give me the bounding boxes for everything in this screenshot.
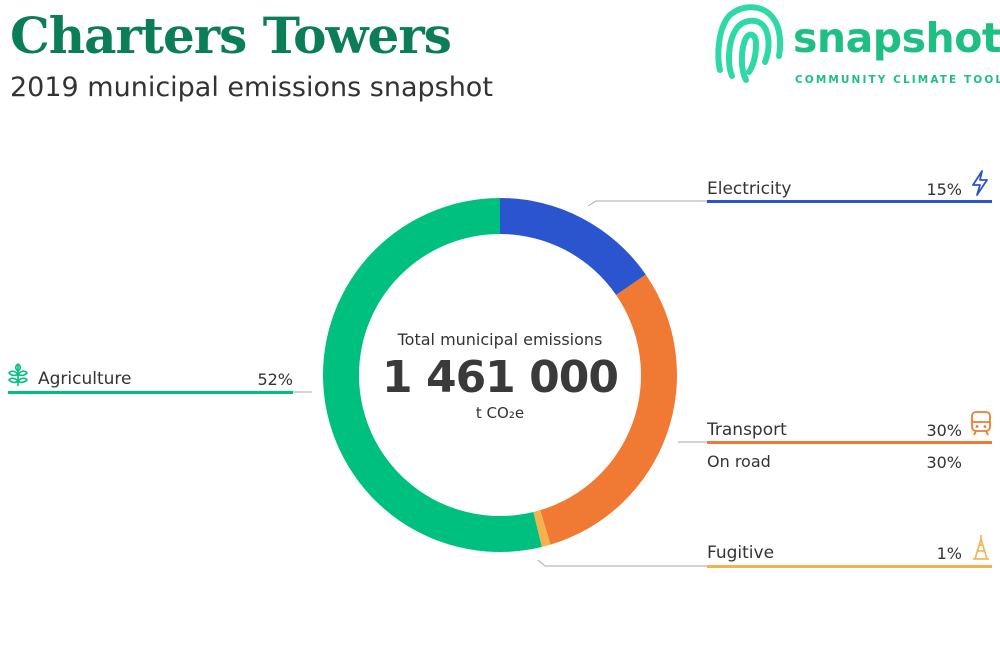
electricity-label: Electricity: [707, 179, 792, 199]
oil-rig-icon: [973, 535, 989, 560]
on-road-label: On road: [707, 452, 771, 471]
electricity-percent: 15%: [926, 180, 962, 199]
agriculture-label: Agriculture: [38, 369, 132, 389]
electricity-leader-line: [587, 200, 707, 207]
fugitive-underline: [707, 565, 992, 568]
donut-slice-agriculture: [322, 198, 542, 553]
fugitive-percent: 1%: [936, 544, 962, 563]
on-road-percent: 30%: [926, 453, 962, 472]
logo-tagline: COMMUNITY CLIMATE TOOL: [795, 74, 1000, 86]
transport-label: Transport: [707, 420, 787, 440]
page-subtitle: 2019 municipal emissions snapshot: [10, 72, 493, 103]
plant-icon: [8, 363, 28, 386]
donut-slice-transport: [540, 274, 678, 545]
transport-underline: [707, 441, 992, 444]
electricity-underline: [707, 200, 992, 203]
donut-slice-fugitive: [533, 510, 551, 547]
fingerprint-logo-icon: [715, 4, 784, 83]
lightning-bolt-icon: [972, 170, 988, 196]
transport-percent: 30%: [926, 421, 962, 440]
train-icon: [971, 411, 991, 436]
total-emissions-unit: t CO₂e: [475, 404, 525, 422]
fugitive-label: Fugitive: [707, 543, 775, 563]
snapshot-logo: snapshot COMMUNITY CLIMATE TOOL: [715, 0, 1000, 90]
total-emissions-value: 1 461 000: [382, 352, 619, 403]
donut-slice-electricity: [500, 198, 646, 296]
fugitive-leader-line: [537, 559, 707, 567]
logo-wordmark: snapshot: [793, 14, 1000, 62]
agriculture-underline: [8, 391, 293, 394]
total-emissions-label: Total municipal emissions: [397, 330, 603, 349]
agriculture-percent: 52%: [257, 370, 293, 389]
page-title: Charters Towers: [10, 6, 452, 65]
